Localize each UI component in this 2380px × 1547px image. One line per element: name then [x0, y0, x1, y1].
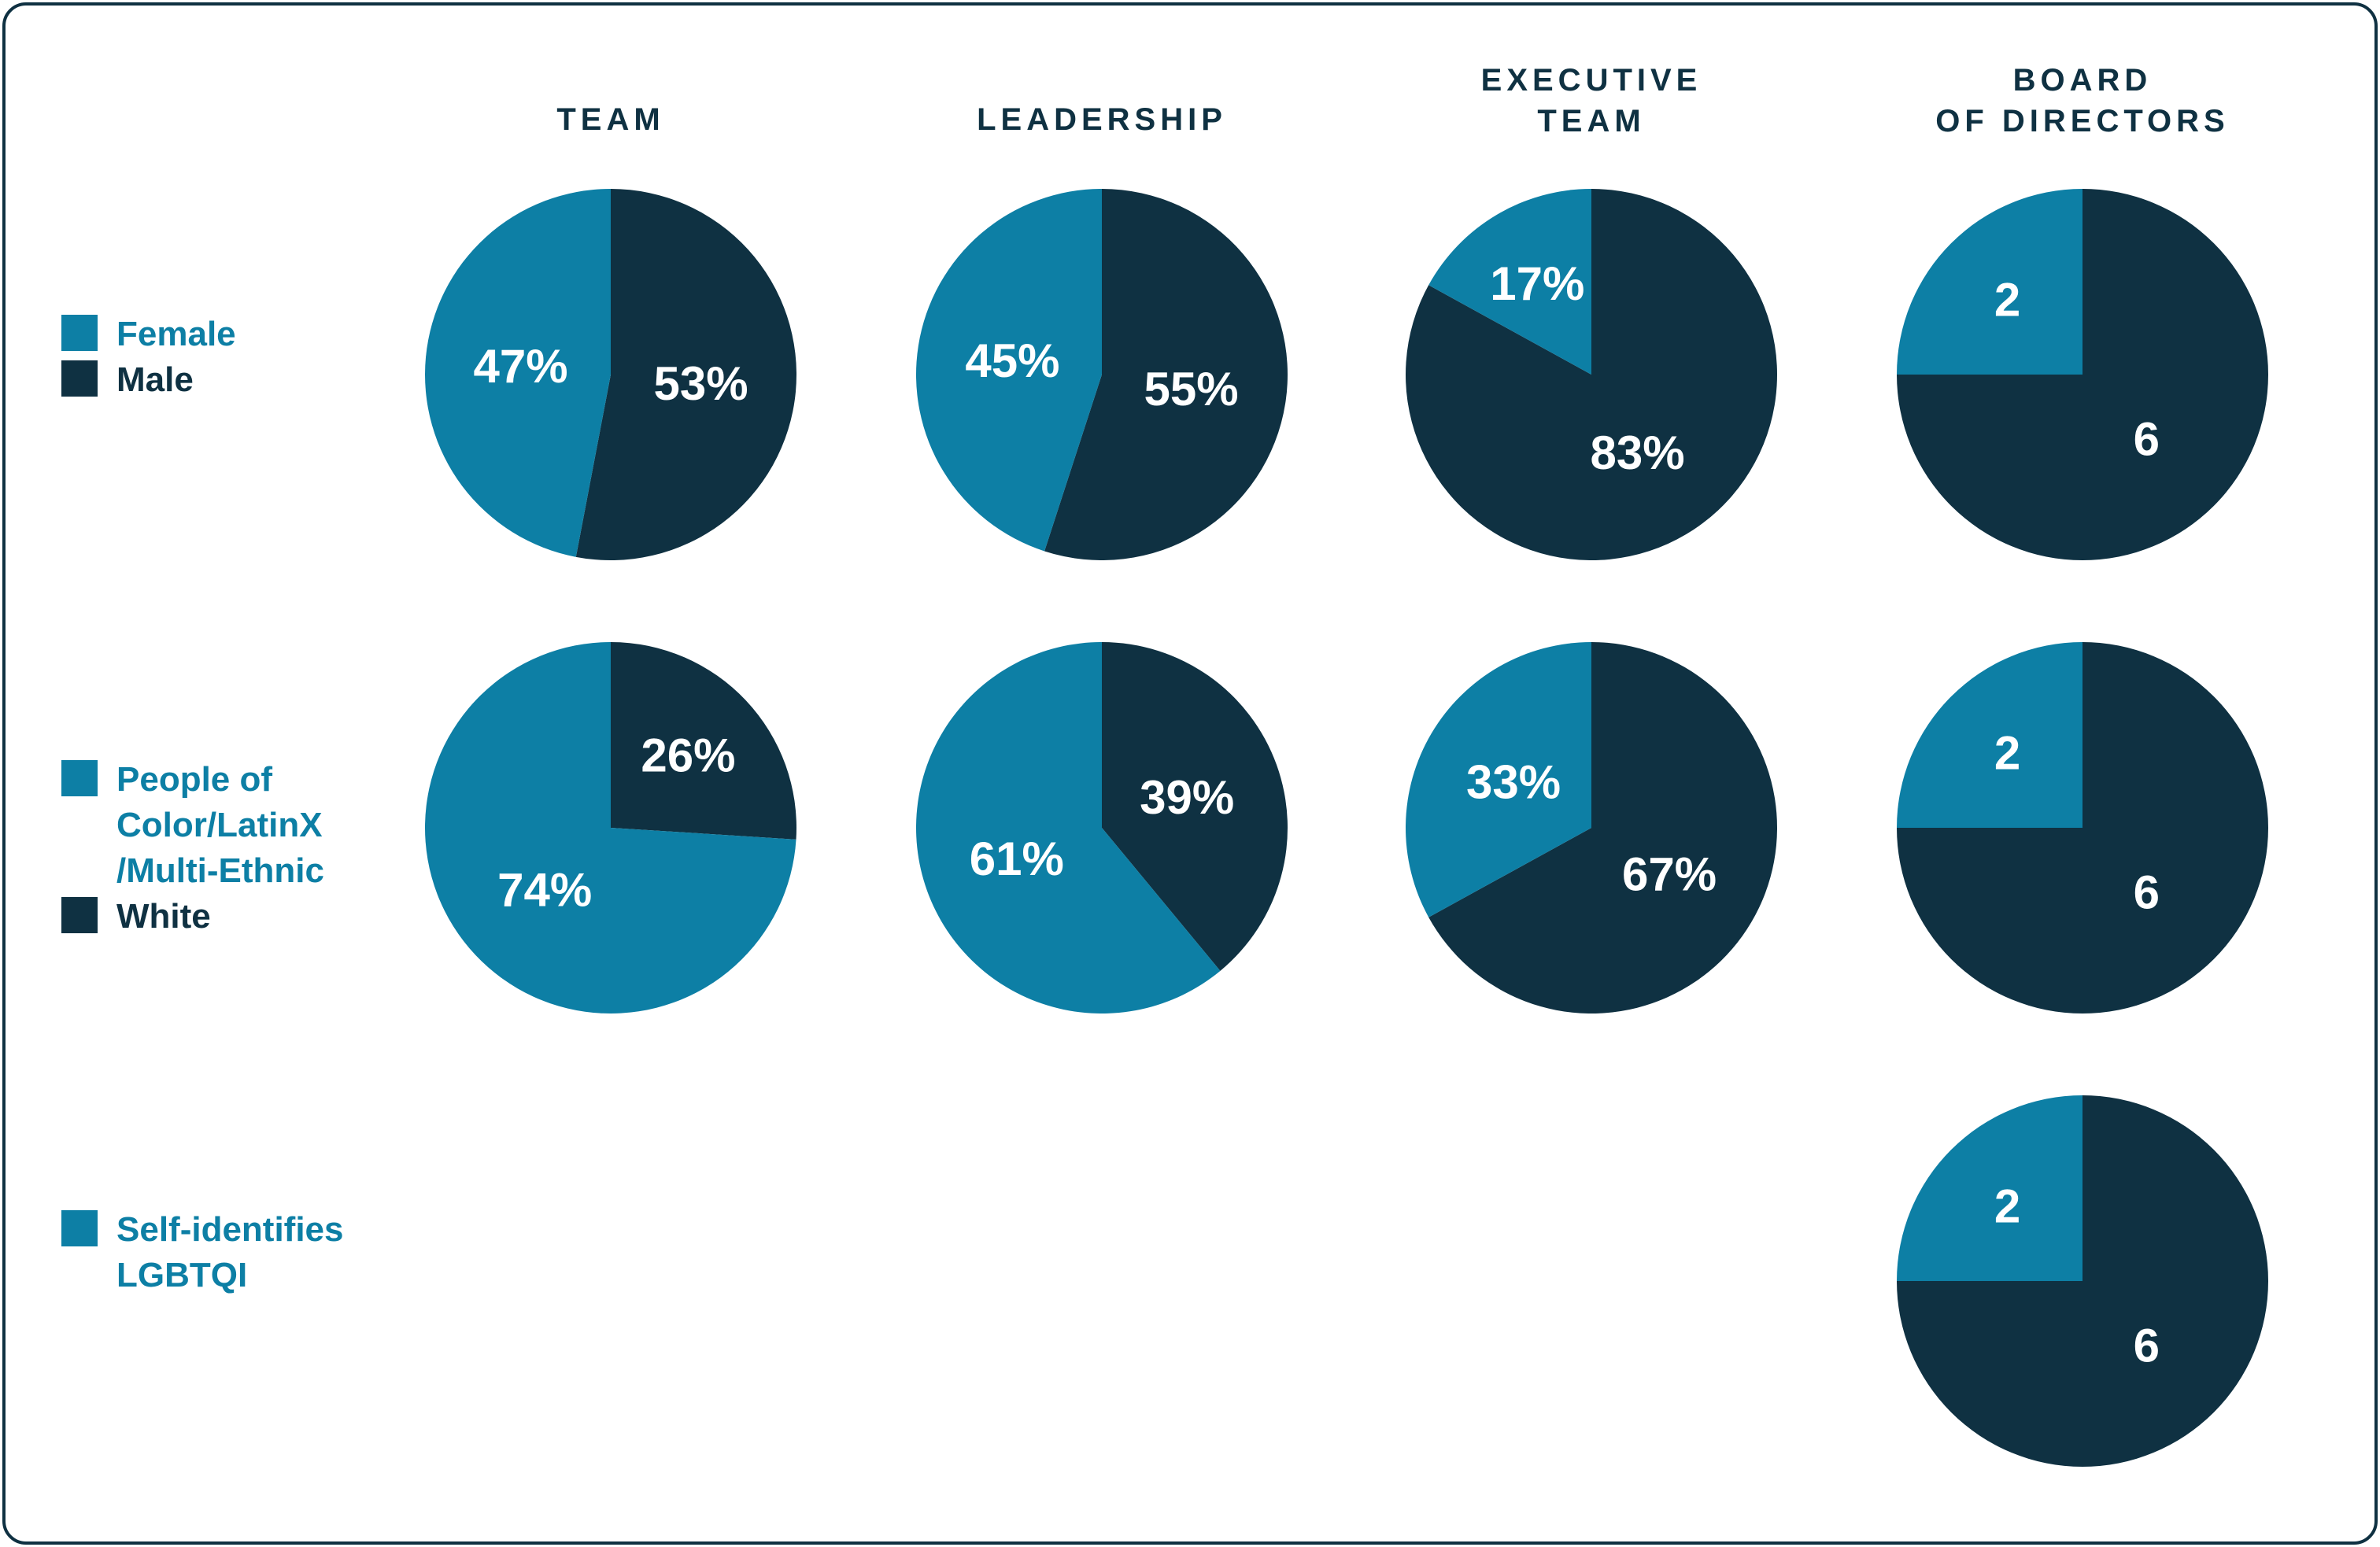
pie-slice-male [1406, 189, 1778, 560]
value-label-people-of-color-latinx-multi-ethnic: 74% [497, 864, 592, 917]
pie-chart-7: 67% 33% [1406, 642, 1778, 1013]
value-label-white: 26% [641, 729, 735, 782]
column-header-line: TEAM [556, 102, 665, 137]
pie-chart-6: 39% 61% [915, 642, 1288, 1013]
pie-slice-female [1428, 189, 1591, 375]
value-label-self-identifies-lgbtqi: 2 [1994, 1180, 2020, 1233]
legend-swatch [61, 897, 98, 933]
legend-swatch [61, 1210, 98, 1246]
pie-chart-3: 83% 17% [1406, 189, 1778, 560]
pie-slice-female [425, 189, 611, 557]
pie-slice-male [1044, 189, 1288, 560]
value-label-male: 6 [2134, 412, 2160, 465]
value-label-male: 55% [1144, 363, 1239, 415]
value-label-people-of-color-latinx-multi-ethnic: 2 [1994, 727, 2020, 780]
legend-label-line: People of [116, 760, 273, 799]
pie-slice-white [611, 642, 796, 840]
pie-slice-white [1102, 642, 1288, 971]
value-label-female: 17% [1490, 257, 1584, 310]
pie-slice-white [1428, 642, 1778, 1013]
pie-slice-people-of-color-latinx-multi-ethnic [1897, 642, 2082, 828]
pie-chart-4: 62 [1897, 189, 2268, 560]
legend-label-line: Self-identifies [116, 1210, 344, 1249]
pie-chart-8: 62 [1897, 642, 2268, 1013]
column-header-1: TEAM [406, 99, 815, 140]
value-label-white: 67% [1622, 848, 1717, 901]
column-header-2: LEADERSHIP [897, 99, 1306, 140]
pie-slice-people-of-color-latinx-multi-ethnic [1406, 642, 1591, 917]
value-label-male: 53% [653, 357, 748, 410]
pie-chart-5: 26% 74% [424, 642, 796, 1013]
legend-label-line: LGBTQI [116, 1256, 248, 1294]
value-label-female: 2 [1994, 274, 2020, 327]
pie-slice-people-of-color-latinx-multi-ethnic [915, 642, 1221, 1013]
pie-slice-self-identifies-lgbtqi [1897, 1095, 2082, 1281]
value-label-female: 47% [473, 340, 567, 393]
legend-swatch [61, 760, 98, 796]
pie-slice-people-of-color-latinx-multi-ethnic [424, 642, 796, 1013]
column-header-line: TEAM [1537, 104, 1646, 138]
value-label-male: 83% [1590, 426, 1684, 479]
legend-label-line: White [116, 897, 211, 936]
value-label-white: 6 [2134, 866, 2160, 918]
legend-label-line: Color/LatinX [116, 806, 323, 844]
legend-label: Self-identifies LGBTQI [116, 1207, 344, 1298]
column-header-3: EXECUTIVE TEAM [1387, 60, 1796, 142]
column-header-line: OF DIRECTORS [1935, 104, 2230, 138]
value-label-people-of-color-latinx-multi-ethnic: 61% [970, 833, 1064, 885]
value-label-white: 39% [1140, 771, 1234, 824]
legend-swatch [61, 360, 98, 397]
legend-label: People of Color/LatinX/Multi-Ethnic [116, 757, 324, 894]
pie-chart-1: 53% 47% [425, 189, 797, 560]
legend-label: Female [116, 312, 236, 357]
pie-chart-2: 55% 45% [915, 188, 1288, 560]
value-label-people-of-color-latinx-multi-ethnic: 33% [1466, 756, 1561, 809]
pie-chart-9: 62 [1897, 1095, 2268, 1467]
column-header-line: BOARD [2012, 63, 2153, 98]
column-header-4: BOARD OF DIRECTORS [1878, 60, 2287, 142]
pie-slice-male [575, 189, 797, 560]
legend-swatch [61, 315, 98, 351]
legend-label-line: /Multi-Ethnic [116, 851, 324, 890]
legend-label: Male [116, 357, 194, 403]
pie-slice-female [1897, 189, 2082, 375]
column-header-line: LEADERSHIP [977, 102, 1227, 137]
legend-label-line: Female [116, 315, 236, 353]
pie-slice-female [915, 188, 1102, 552]
value-label-other: 6 [2134, 1319, 2160, 1372]
column-header-line: EXECUTIVE [1480, 63, 1702, 98]
value-label-female: 45% [965, 334, 1059, 387]
legend-label-line: Male [116, 360, 194, 399]
legend-label: White [116, 894, 211, 940]
